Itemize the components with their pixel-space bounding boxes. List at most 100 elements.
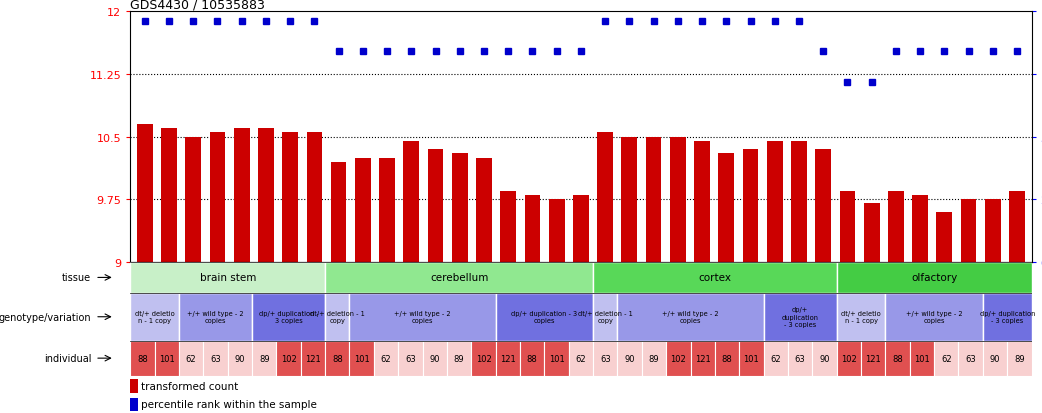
Bar [209,133,225,262]
Bar [325,262,593,293]
Bar [154,341,179,376]
Bar [912,196,928,262]
Bar [691,341,715,376]
Text: 102: 102 [475,354,492,363]
Bar [325,293,349,341]
Bar [788,341,813,376]
Text: 121: 121 [695,354,711,363]
Bar [864,204,879,262]
Bar [739,341,764,376]
Bar [1009,192,1025,262]
Text: 62: 62 [380,354,392,363]
Bar [861,341,886,376]
Bar [203,341,228,376]
Bar [983,341,1008,376]
Text: dp/+ duplication - 3
copies: dp/+ duplication - 3 copies [512,310,577,324]
Text: 63: 63 [600,354,611,363]
Bar [496,341,520,376]
Bar [306,133,322,262]
Bar [374,341,398,376]
Bar [282,133,298,262]
Bar [427,150,444,262]
Bar [646,137,662,262]
Bar [476,158,492,262]
Bar [837,341,861,376]
Text: 88: 88 [332,354,343,363]
Bar [130,398,138,411]
Bar [618,293,764,341]
Text: 90: 90 [990,354,1000,363]
Bar [137,125,153,262]
Bar [379,158,395,262]
Bar [837,262,1032,293]
Bar [985,200,1000,262]
Text: 90: 90 [819,354,829,363]
Bar [837,293,886,341]
Text: 89: 89 [258,354,270,363]
Bar [593,293,618,341]
Bar [791,142,807,262]
Text: 101: 101 [549,354,565,363]
Bar [666,341,691,376]
Bar [618,341,642,376]
Text: tissue: tissue [63,273,92,283]
Text: dt/+ deletion - 1
copy: dt/+ deletion - 1 copy [578,310,632,324]
Text: 121: 121 [865,354,882,363]
Bar [1008,341,1032,376]
Bar [276,341,301,376]
Text: dt/+ deletion - 1
copy: dt/+ deletion - 1 copy [309,310,365,324]
Bar [179,293,252,341]
Text: 63: 63 [405,354,416,363]
Bar [301,341,325,376]
Bar [743,150,759,262]
Text: cortex: cortex [698,273,731,283]
Text: +/+ wild type - 2
copies: +/+ wild type - 2 copies [663,310,719,324]
Bar [228,341,252,376]
Bar [130,341,154,376]
Bar [764,293,837,341]
Text: dp/+ duplication -
3 copies: dp/+ duplication - 3 copies [258,310,319,324]
Bar [471,341,496,376]
Bar [764,341,788,376]
Bar [252,293,325,341]
Text: 62: 62 [575,354,587,363]
Text: 62: 62 [185,354,197,363]
Text: 102: 102 [841,354,857,363]
Bar [959,341,983,376]
Text: +/+ wild type - 2
copies: +/+ wild type - 2 copies [188,310,244,324]
Text: 90: 90 [429,354,440,363]
Text: genotype/variation: genotype/variation [0,312,92,322]
Text: 63: 63 [210,354,221,363]
Bar [500,192,516,262]
Bar [330,162,347,262]
Text: 101: 101 [914,354,929,363]
Bar [910,341,934,376]
Text: 62: 62 [941,354,951,363]
Bar [815,150,832,262]
Bar [130,293,179,341]
Bar [715,341,739,376]
Text: 101: 101 [159,354,175,363]
Bar [496,293,593,341]
Text: 102: 102 [670,354,687,363]
Text: 90: 90 [234,354,245,363]
Bar [452,154,468,262]
Bar [398,341,423,376]
Bar [162,129,177,262]
Bar [573,196,589,262]
Bar [349,341,374,376]
Text: 88: 88 [892,354,903,363]
Text: 101: 101 [744,354,760,363]
Text: +/+ wild type - 2
copies: +/+ wild type - 2 copies [394,310,451,324]
Text: 89: 89 [1014,354,1024,363]
Bar [642,341,666,376]
Bar [937,212,952,262]
Bar [544,341,569,376]
Bar [325,341,349,376]
Bar [886,293,983,341]
Bar [767,142,783,262]
Text: 88: 88 [722,354,733,363]
Bar [983,293,1032,341]
Text: 89: 89 [454,354,465,363]
Bar [520,341,544,376]
